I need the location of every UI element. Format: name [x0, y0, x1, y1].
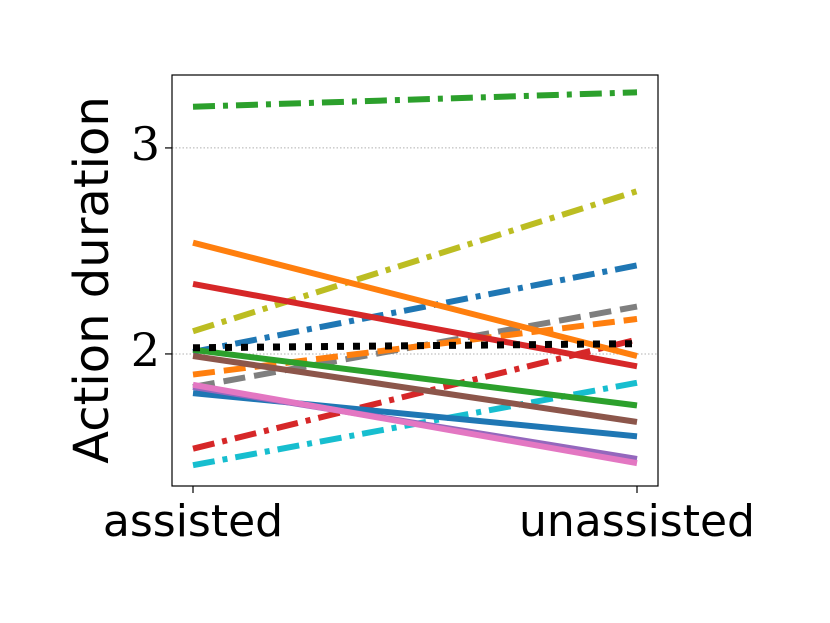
- x-tick-label: unassisted: [519, 496, 755, 547]
- series-line: [192, 188, 638, 335]
- plot-frame: [171, 74, 659, 487]
- series-line: [192, 353, 638, 425]
- series-line: [192, 346, 638, 409]
- y-tick-label: 2: [131, 323, 160, 377]
- series-line: [192, 262, 638, 355]
- series-line: [192, 381, 638, 467]
- y-tick-label: 3: [131, 117, 160, 171]
- series-line: [192, 336, 638, 452]
- series-line: [192, 239, 638, 359]
- series-line: [192, 280, 638, 370]
- series-line: [192, 89, 638, 110]
- series-line: [192, 340, 638, 352]
- y-axis-label: Action duration: [64, 96, 120, 464]
- x-tick-label: assisted: [103, 496, 283, 547]
